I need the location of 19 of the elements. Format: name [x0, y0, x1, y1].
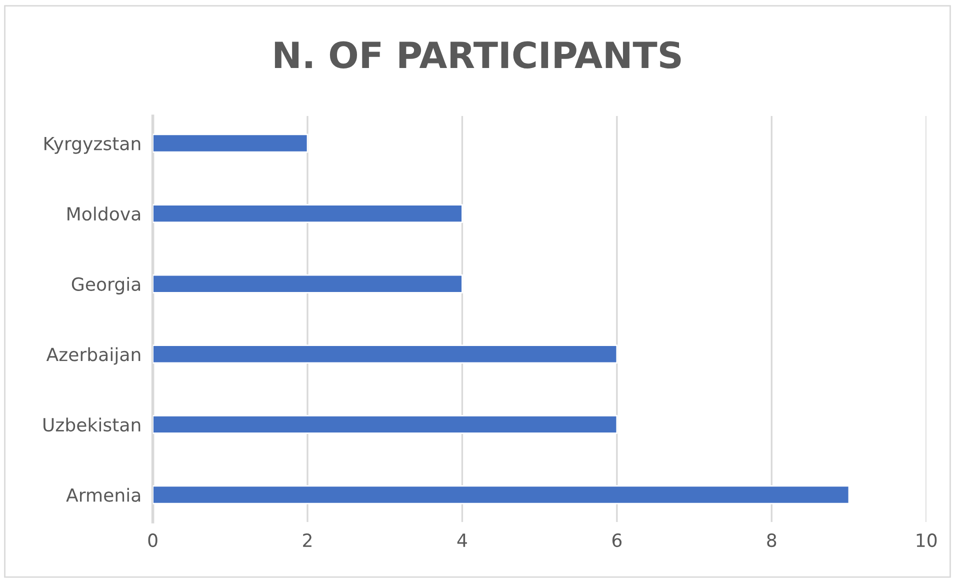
y-tick-label: Moldova [68, 206, 140, 221]
x-tick-label: 10 [916, 533, 937, 548]
y-tick-label: Uzbekistan [44, 418, 140, 432]
bar [152, 344, 618, 364]
bar [152, 274, 463, 294]
bar [152, 485, 850, 504]
bar [152, 204, 463, 224]
bar [152, 414, 618, 434]
bar [152, 134, 308, 153]
x-tick-label: 8 [767, 533, 776, 548]
x-tick-label: 4 [457, 534, 467, 547]
x-tick-label: 2 [303, 533, 312, 547]
x-tick-label: 6 [612, 533, 622, 548]
y-tick-label: Kyrgyzstan [44, 136, 140, 154]
y-tick-label: Azerbaijan [46, 347, 140, 365]
y-tick-label: Armenia [66, 488, 140, 502]
x-tick-label: 0 [148, 533, 158, 548]
chart-title: N. OF PARTICIPANTS [274, 41, 681, 69]
y-tick-label: Georgia [72, 276, 140, 294]
